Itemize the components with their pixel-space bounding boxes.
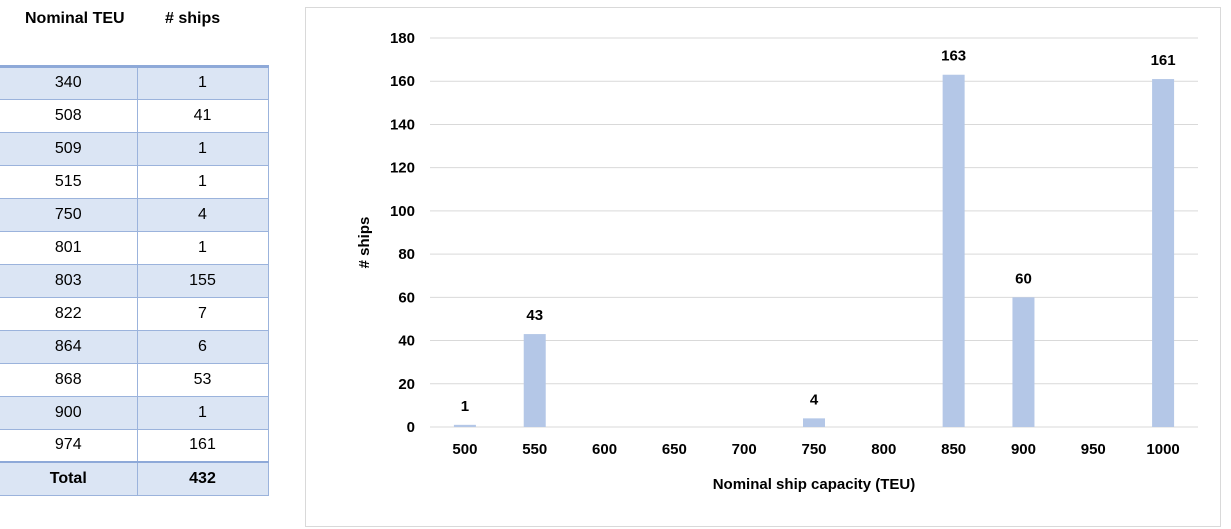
y-axis-title: # ships [356, 217, 373, 269]
x-tick-label: 850 [941, 441, 966, 458]
bar [803, 418, 825, 427]
total-label: Total [0, 461, 138, 496]
x-tick-label: 800 [871, 441, 896, 458]
table-row: 822 7 [0, 297, 269, 331]
x-tick-label: 900 [1011, 441, 1036, 458]
bar [1012, 297, 1035, 427]
total-row: Total 432 [0, 461, 269, 496]
y-tick-label: 100 [390, 203, 415, 220]
y-tick-label: 0 [407, 419, 415, 436]
table-row: 340 1 [0, 66, 269, 100]
teu-cell: 340 [0, 66, 138, 100]
bar [523, 334, 546, 427]
ships-cell: 155 [137, 264, 269, 298]
ships-cell: 1 [137, 66, 269, 100]
x-tick-label: 750 [801, 441, 826, 458]
table-row: 801 1 [0, 231, 269, 265]
y-tick-label: 60 [398, 289, 415, 306]
ships-cell: 1 [137, 165, 269, 199]
y-tick-label: 40 [398, 333, 415, 350]
data-label: 4 [810, 391, 819, 408]
x-tick-label: 950 [1081, 441, 1106, 458]
y-tick-label: 80 [398, 246, 415, 263]
teu-cell: 750 [0, 198, 138, 232]
table-row: 868 53 [0, 363, 269, 397]
teu-cell: 868 [0, 363, 138, 397]
table-row: 750 4 [0, 198, 269, 232]
table-row: 509 1 [0, 132, 269, 166]
teu-cell: 509 [0, 132, 138, 166]
bar [453, 424, 476, 427]
table-header-row: Nominal TEU # ships [0, 0, 268, 68]
teu-cell: 864 [0, 330, 138, 364]
ships-cell: 6 [137, 330, 269, 364]
table-row: 508 41 [0, 99, 269, 133]
x-tick-label: 550 [522, 441, 547, 458]
ships-cell: 53 [137, 363, 269, 397]
data-label: 161 [1151, 52, 1176, 69]
ships-cell: 1 [137, 396, 269, 430]
header-nominal-teu: Nominal TEU [0, 0, 137, 68]
teu-cell: 974 [0, 429, 138, 463]
teu-cell: 803 [0, 264, 138, 298]
header-ships: # ships [137, 0, 268, 68]
table-row: 864 6 [0, 330, 269, 364]
ships-cell: 41 [137, 99, 269, 133]
table-row: 974 161 [0, 429, 269, 463]
teu-cell: 515 [0, 165, 138, 199]
bar [942, 74, 965, 427]
x-axis-title: Nominal ship capacity (TEU) [713, 476, 916, 493]
x-tick-label: 500 [452, 441, 477, 458]
ships-cell: 1 [137, 231, 269, 265]
total-value: 432 [137, 461, 269, 496]
bar-chart: 0 20 40 60 80 100 120 140 160 180 1 500 43 550 600 650 7… [356, 30, 1198, 493]
data-label: 1 [461, 398, 469, 415]
y-tick-label: 120 [390, 160, 415, 177]
teu-table: Nominal TEU # ships 340 1 508 41 509 1 515 1… [0, 0, 269, 496]
ships-cell: 1 [137, 132, 269, 166]
y-tick-label: 160 [390, 73, 415, 90]
data-label: 43 [526, 307, 543, 324]
data-label: 60 [1015, 270, 1032, 287]
teu-cell: 900 [0, 396, 138, 430]
table-row: 803 155 [0, 264, 269, 298]
y-tick-label: 140 [390, 116, 415, 133]
table-row: 900 1 [0, 396, 269, 430]
teu-cell: 822 [0, 297, 138, 331]
ships-cell: 4 [137, 198, 269, 232]
x-tick-label: 600 [592, 441, 617, 458]
teu-cell: 801 [0, 231, 138, 265]
y-tick-label: 20 [398, 376, 415, 393]
y-tick-label: 180 [390, 30, 415, 47]
x-tick-label: 700 [732, 441, 757, 458]
teu-cell: 508 [0, 99, 138, 133]
table-row: 515 1 [0, 165, 269, 199]
ships-cell: 7 [137, 297, 269, 331]
data-label: 163 [941, 48, 966, 65]
bar [1152, 79, 1175, 428]
x-tick-label: 650 [662, 441, 687, 458]
x-tick-label: 1000 [1146, 441, 1179, 458]
ships-cell: 161 [137, 429, 269, 463]
chart-frame: 0 20 40 60 80 100 120 140 160 180 1 500 43 550 600 650 7… [305, 7, 1221, 527]
